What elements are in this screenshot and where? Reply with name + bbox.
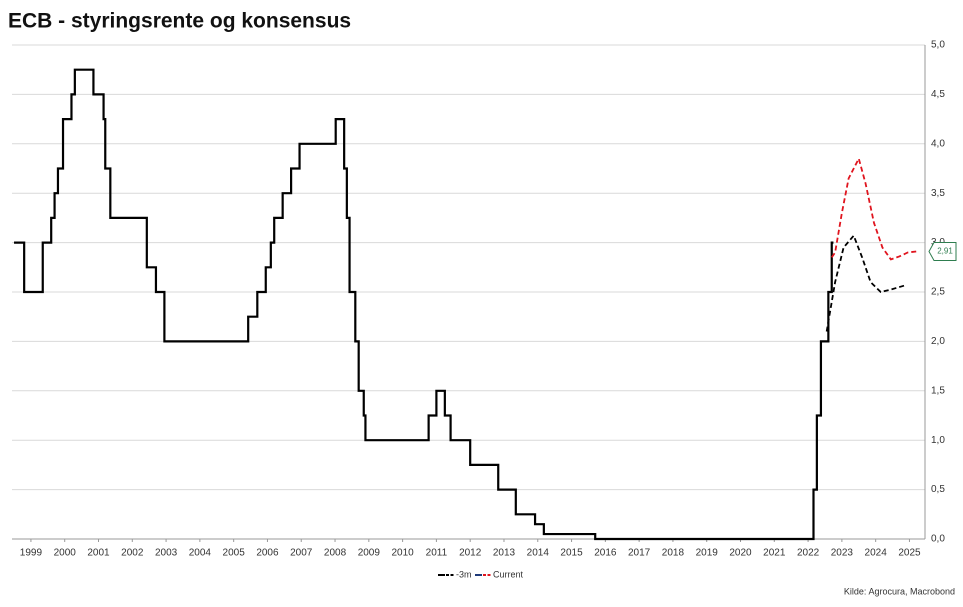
value-label-box bbox=[928, 241, 957, 261]
y-tick-label: 4,0 bbox=[931, 138, 945, 149]
x-tick-label: 2019 bbox=[696, 548, 719, 559]
value-label: 2,91 bbox=[937, 247, 953, 256]
y-tick-label: 0,0 bbox=[931, 534, 945, 545]
history-line bbox=[14, 68, 834, 541]
legend-label: -3m bbox=[456, 569, 472, 579]
y-tick-label: 2,0 bbox=[931, 336, 945, 347]
x-tick-label: 2022 bbox=[797, 548, 820, 559]
x-tick-label: 2010 bbox=[391, 548, 414, 559]
x-tick-label: 2004 bbox=[189, 548, 212, 559]
x-tick-label: 2001 bbox=[87, 548, 110, 559]
x-tick-label: 2024 bbox=[865, 548, 888, 559]
y-tick-label: 1,0 bbox=[931, 435, 945, 446]
source: Kilde: Agrocura, Macrobond bbox=[844, 586, 955, 596]
x-tick-label: 2021 bbox=[763, 548, 786, 559]
x-tick-label: 2025 bbox=[898, 548, 921, 559]
x-tick-label: 2020 bbox=[729, 548, 752, 559]
x-tick-label: 2000 bbox=[54, 548, 77, 559]
forecast-line bbox=[830, 156, 917, 261]
x-tick-label: 2012 bbox=[459, 548, 482, 559]
x-tick-label: 2011 bbox=[426, 548, 448, 559]
x-tick-label: 2002 bbox=[121, 548, 144, 559]
legend-label: Current bbox=[493, 569, 524, 579]
x-tick-label: 2005 bbox=[223, 548, 246, 559]
forecast-line bbox=[825, 233, 907, 332]
y-tick-label: 3,5 bbox=[931, 188, 945, 199]
x-tick-label: 2003 bbox=[155, 548, 178, 559]
x-tick-label: 2016 bbox=[594, 548, 617, 559]
x-tick-label: 2023 bbox=[831, 548, 854, 559]
y-tick-label: 4,5 bbox=[931, 89, 945, 100]
x-tick-label: 2017 bbox=[628, 548, 651, 559]
x-tick-label: 2015 bbox=[560, 548, 583, 559]
x-tick-label: 1999 bbox=[20, 548, 43, 559]
x-tick-label: 2018 bbox=[662, 548, 685, 559]
chart-title: ECB - styringsrente og konsensus bbox=[8, 10, 351, 33]
y-tick-label: 2,5 bbox=[931, 287, 945, 298]
y-tick-label: 1,5 bbox=[931, 385, 945, 396]
x-tick-label: 2013 bbox=[493, 548, 516, 559]
y-tick-label: 5,0 bbox=[931, 40, 945, 51]
y-tick-label: 0,5 bbox=[931, 484, 945, 495]
x-tick-label: 2007 bbox=[290, 548, 313, 559]
x-tick-label: 2009 bbox=[358, 548, 381, 559]
x-tick-label: 2008 bbox=[324, 548, 347, 559]
x-tick-label: 2014 bbox=[527, 548, 550, 559]
x-tick-label: 2006 bbox=[256, 548, 279, 559]
